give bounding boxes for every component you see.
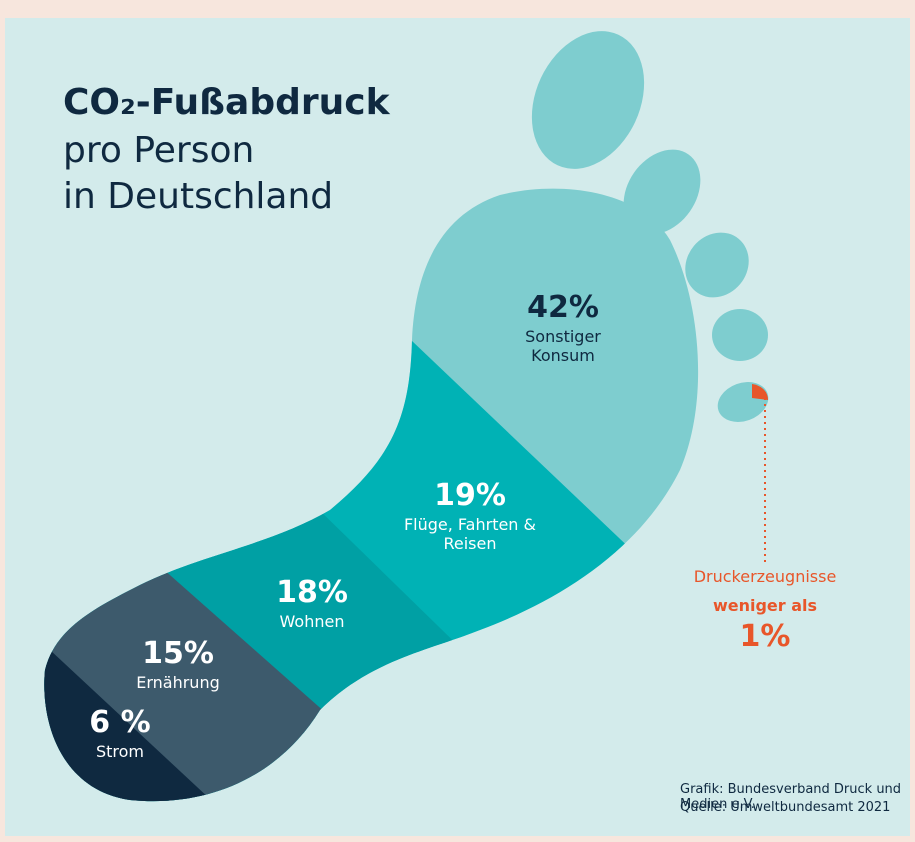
value-label: 18% xyxy=(252,575,372,611)
value-label: 42% xyxy=(503,290,623,326)
category-label: Ernährung xyxy=(108,673,248,692)
value-label: 15% xyxy=(108,636,248,672)
annotation: weniger als xyxy=(713,596,817,615)
category-label: Druckerzeugnisse xyxy=(675,567,855,586)
source: Quelle: Umweltbundesamt 2021 xyxy=(680,800,890,815)
value-label: 6 % xyxy=(55,705,185,741)
subtitle: pro Person xyxy=(63,128,254,174)
value-label: 1% xyxy=(675,619,855,655)
category-label: Wohnen xyxy=(252,612,372,631)
value-label: 19% xyxy=(390,478,550,514)
chart-title: CO₂-Fußabdruck xyxy=(63,80,390,126)
page: CO₂-Fußabdruck pro Person in Deutschland… xyxy=(0,0,915,842)
category-label: Flüge, Fahrten & Reisen xyxy=(390,515,550,553)
subtitle: in Deutschland xyxy=(63,174,333,220)
category-label: Sonstiger Konsum xyxy=(503,327,623,365)
category-label: Strom xyxy=(55,742,185,761)
